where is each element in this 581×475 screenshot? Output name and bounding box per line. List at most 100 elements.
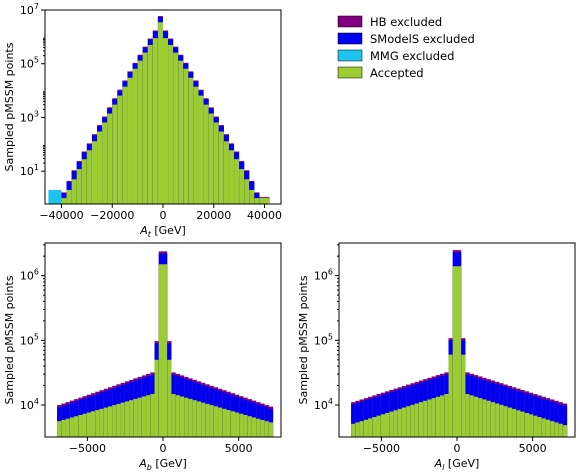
smodels-excluded-bar xyxy=(554,402,559,437)
accepted-bar xyxy=(142,52,148,204)
accepted-bar xyxy=(183,68,189,204)
accepted-bar xyxy=(218,407,223,437)
accepted-bar xyxy=(524,412,530,437)
accepted-bar xyxy=(490,402,496,437)
accepted-bar xyxy=(61,419,66,437)
legend-label: Accepted xyxy=(370,66,424,80)
legend-label: SModelS excluded xyxy=(370,32,475,46)
legend-swatch xyxy=(337,66,363,79)
smodels-excluded-bar xyxy=(368,398,373,437)
accepted-bar xyxy=(406,406,411,437)
accepted-bar xyxy=(418,402,424,437)
accepted-bar xyxy=(99,408,104,437)
accepted-bar xyxy=(208,113,214,204)
accepted-bar xyxy=(251,417,257,437)
accepted-bar xyxy=(486,400,491,437)
accepted-bar xyxy=(127,77,133,204)
x-tick-label: 20000 xyxy=(196,209,231,222)
accepted-bar xyxy=(228,150,235,204)
accepted-bar xyxy=(376,415,381,437)
accepted-bar xyxy=(427,399,432,437)
legend-label: MMG excluded xyxy=(370,49,454,63)
accepted-bar xyxy=(355,422,360,437)
accepted-bar xyxy=(146,395,151,437)
accepted-bar xyxy=(213,406,219,437)
accepted-bar xyxy=(57,421,62,437)
accepted-bar xyxy=(465,394,470,437)
accepted-bar xyxy=(254,198,260,204)
accepted-bar xyxy=(495,403,500,437)
accepted-bar xyxy=(103,407,108,437)
accepted-bar xyxy=(81,159,87,204)
accepted-bar xyxy=(516,410,521,437)
accepted-bar xyxy=(448,354,453,437)
accepted-bar xyxy=(71,179,77,204)
y-tick-label: 105 xyxy=(20,56,39,71)
accepted-bar xyxy=(184,397,189,437)
accepted-bar xyxy=(264,198,270,204)
x-tick-label: 0 xyxy=(160,209,167,222)
accepted-bar xyxy=(65,418,70,437)
accepted-bar xyxy=(469,395,474,437)
histogram-ab: −5000 0 5000 104 105 106 Ab [GeV] Sampled pMSSM… xyxy=(3,242,282,472)
accepted-bar xyxy=(363,419,369,437)
accepted-bar xyxy=(122,86,128,204)
accepted-bar xyxy=(129,400,134,437)
accepted-bar xyxy=(243,414,248,437)
accepted-bar xyxy=(499,404,504,437)
accepted-bar xyxy=(112,405,117,437)
accepted-bar xyxy=(150,393,155,437)
accepted-bar xyxy=(147,44,153,204)
y-axis-label: Sampled pMSSM points xyxy=(297,275,310,404)
accepted-bar xyxy=(247,416,252,437)
accepted-bar xyxy=(423,400,428,437)
accepted-bar xyxy=(213,122,219,204)
accepted-bar xyxy=(179,396,185,437)
y-axis-label: Sampled pMSSM points xyxy=(3,42,16,171)
accepted-bar xyxy=(209,405,214,437)
x-axis-label: Ab [GeV] xyxy=(138,457,187,472)
accepted-bar xyxy=(112,104,118,204)
accepted-bar xyxy=(359,421,364,437)
accepted-bar xyxy=(507,407,513,437)
y-tick-label: 106 xyxy=(314,268,333,283)
accepted-bar xyxy=(264,421,269,437)
accepted-bar xyxy=(201,402,206,437)
accepted-bar xyxy=(163,38,169,205)
accepted-bar xyxy=(249,189,255,204)
histogram-al: −5000 0 5000 104 105 106 Al [GeV] Sampled pMSSM… xyxy=(297,242,576,472)
accepted-bar xyxy=(461,354,466,437)
accepted-bar xyxy=(244,179,250,204)
x-tick-label: −5000 xyxy=(69,442,106,455)
accepted-bar xyxy=(152,38,158,205)
accepted-bar xyxy=(82,413,87,437)
smodels-excluded-bar xyxy=(541,398,546,437)
accepted-bar xyxy=(389,411,394,437)
x-axis-label: Al [GeV] xyxy=(434,457,480,472)
accepted-bar xyxy=(372,417,377,437)
accepted-bar xyxy=(260,419,265,437)
accepted-bar xyxy=(107,406,113,437)
accepted-bar xyxy=(196,401,202,437)
accepted-bar xyxy=(192,400,197,437)
accepted-bar xyxy=(410,404,415,437)
accepted-bar xyxy=(512,408,517,437)
accepted-bar xyxy=(86,150,92,204)
legend-swatch xyxy=(337,15,363,28)
x-axis-label: At [GeV] xyxy=(139,224,186,239)
accepted-bar xyxy=(74,416,79,437)
accepted-bar xyxy=(97,131,103,204)
accepted-bar xyxy=(562,425,568,437)
accepted-bar xyxy=(473,396,479,437)
accepted-bar xyxy=(537,417,542,437)
accepted-bar xyxy=(533,415,538,437)
accepted-bar xyxy=(198,95,204,204)
accepted-bar xyxy=(66,189,72,204)
accepted-bar xyxy=(188,77,194,204)
y-tick-label: 104 xyxy=(20,397,39,412)
smodels-excluded-bar xyxy=(558,404,563,437)
smodels-excluded-bar xyxy=(363,400,369,437)
mmg-excluded-bar xyxy=(48,189,62,204)
x-tick-label: −20000 xyxy=(90,209,134,222)
